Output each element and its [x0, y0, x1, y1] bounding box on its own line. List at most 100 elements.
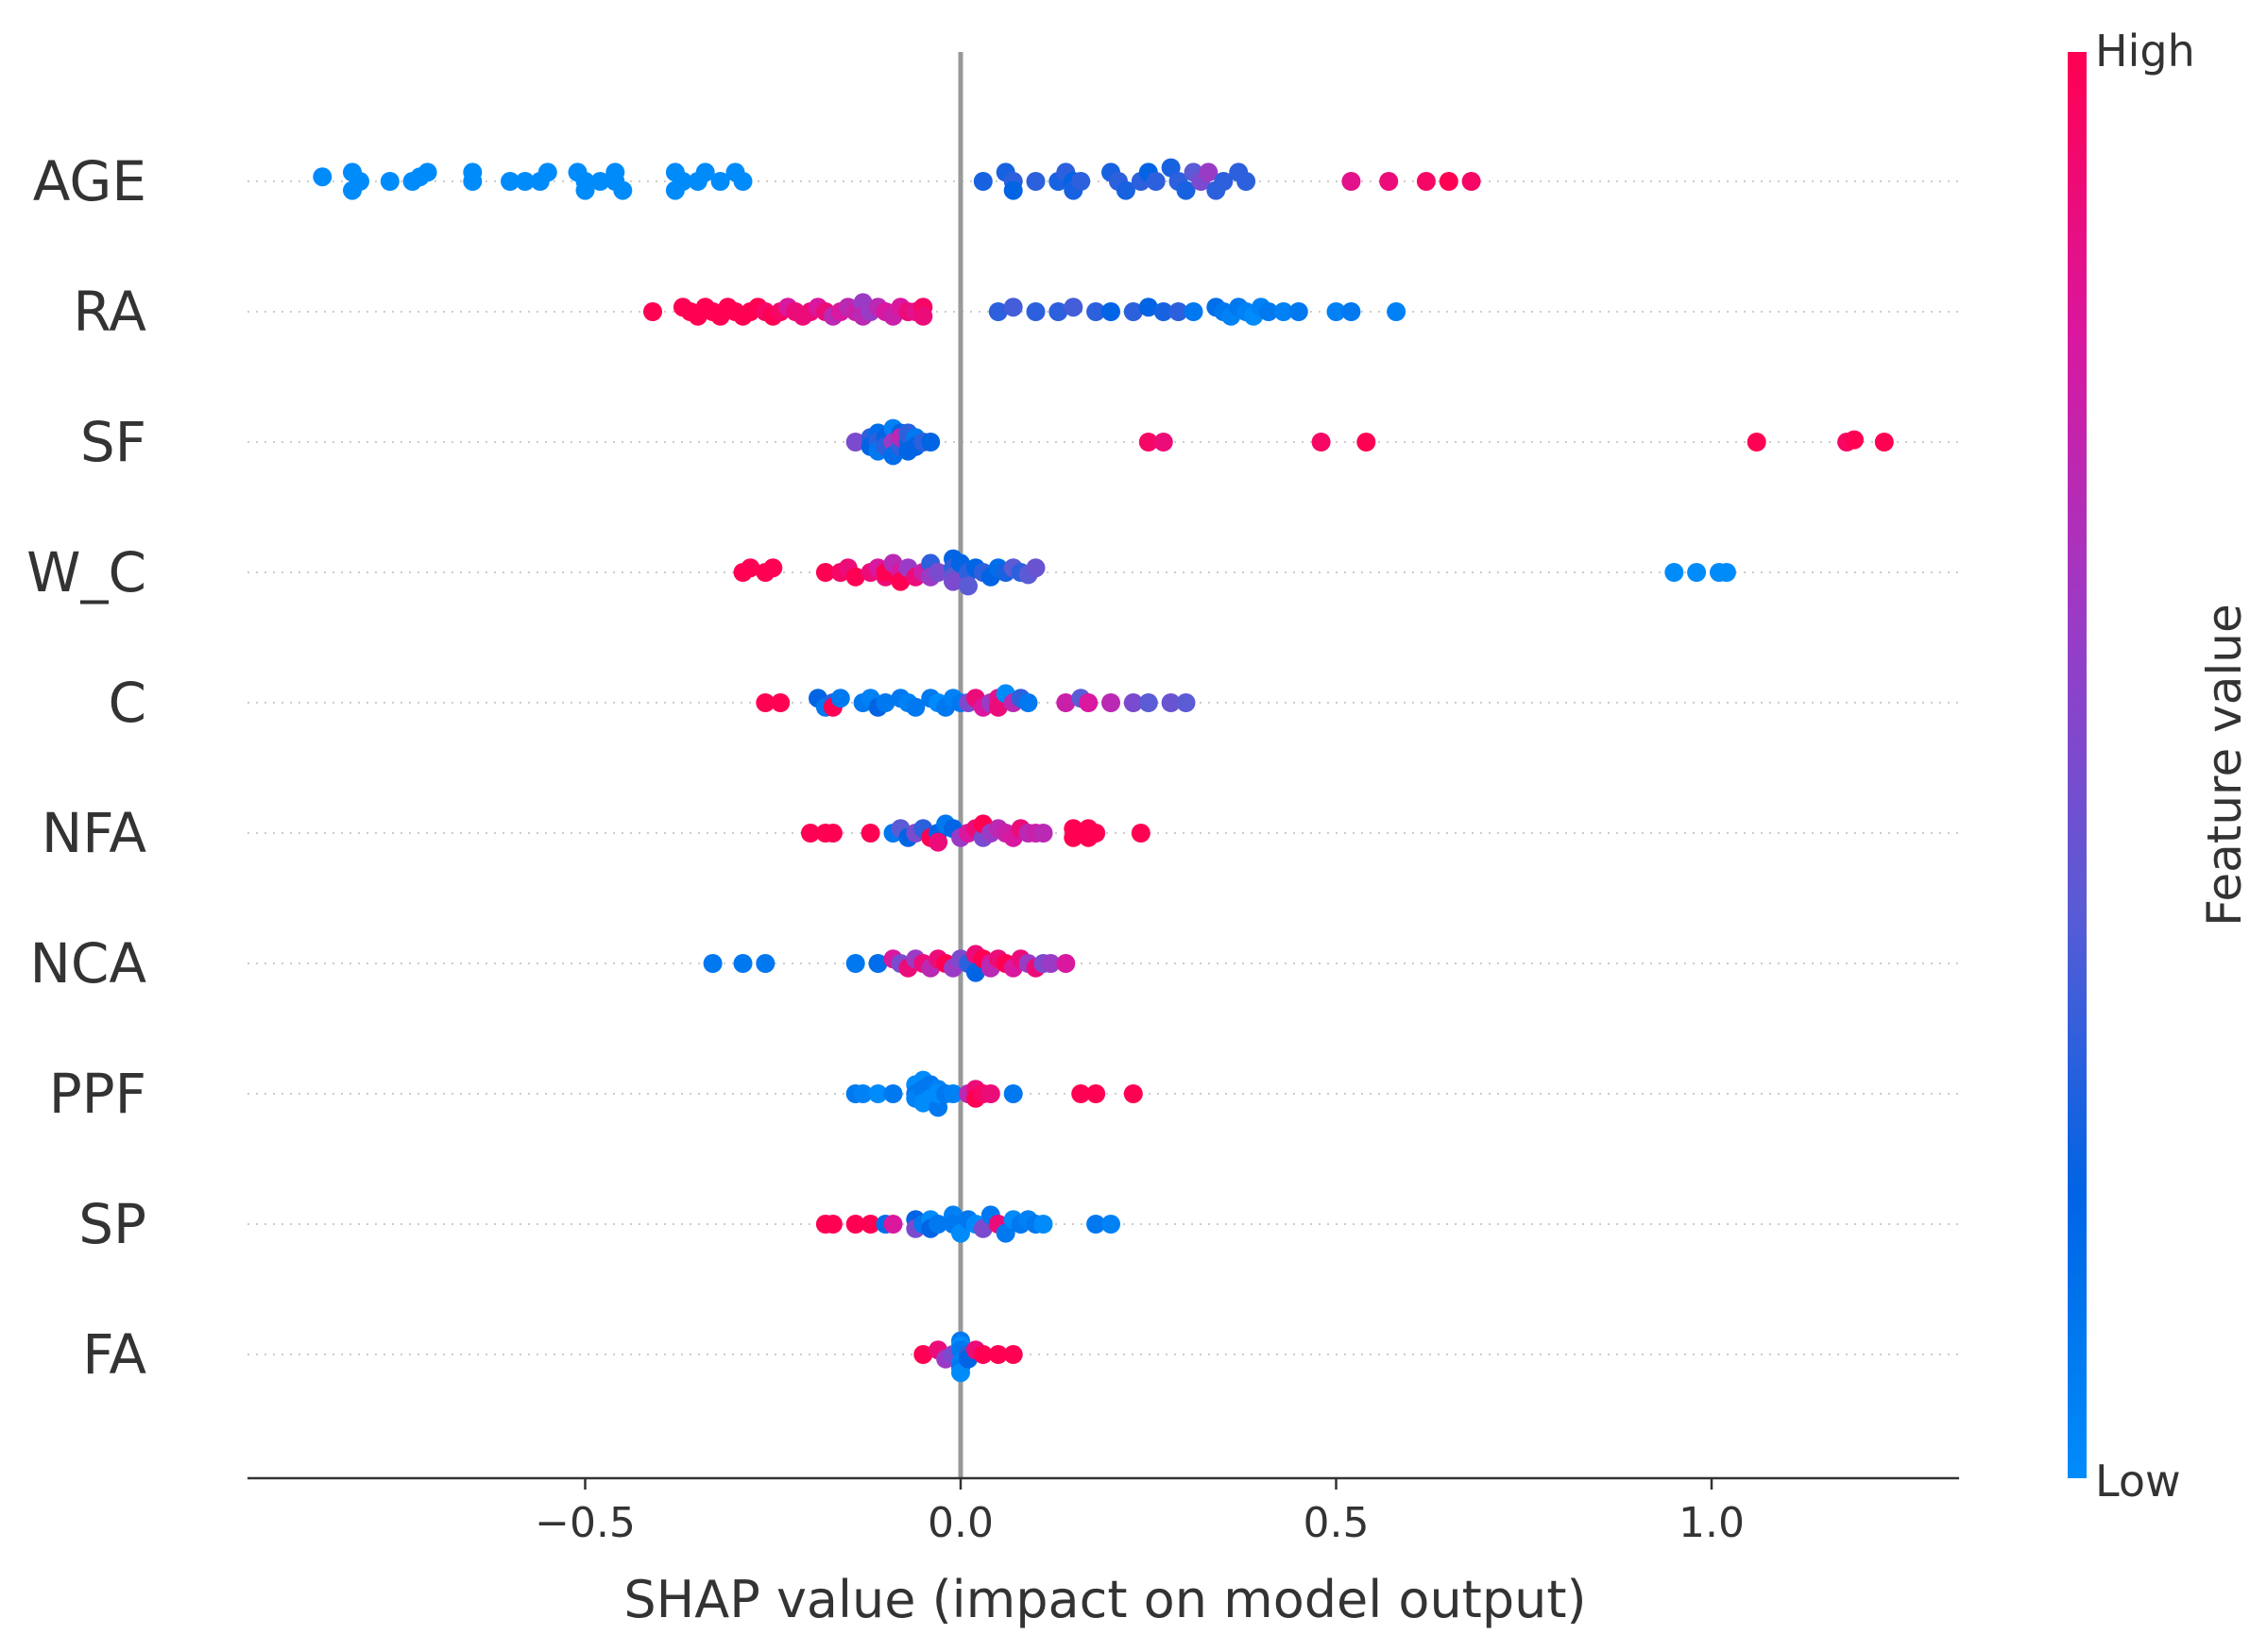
data-point [868, 1084, 888, 1103]
x-tick-label: 1.0 [1679, 1499, 1745, 1547]
data-point [906, 697, 926, 717]
data-point [1071, 172, 1091, 191]
data-point [1184, 302, 1203, 321]
data-point [1131, 824, 1151, 843]
data-point [868, 954, 888, 973]
data-point [929, 563, 948, 582]
data-point [1026, 302, 1046, 321]
data-point [944, 571, 963, 591]
data-point [1116, 180, 1135, 200]
data-point [973, 172, 993, 191]
colorbar-title: Feature value [2197, 604, 2252, 926]
data-point [1273, 302, 1293, 321]
data-point [944, 1084, 963, 1103]
data-point [1461, 172, 1481, 191]
data-point [695, 162, 715, 182]
data-points [313, 158, 1894, 1383]
data-point [1874, 433, 1894, 451]
data-point [883, 1215, 903, 1234]
data-point [1236, 172, 1256, 191]
data-point [1101, 1215, 1120, 1234]
data-point [959, 576, 978, 596]
data-point [1161, 693, 1181, 712]
feature-label: C [109, 671, 147, 735]
data-point [876, 693, 895, 712]
data-point [845, 1215, 865, 1234]
data-point [741, 558, 760, 578]
feature-label: NCA [29, 931, 146, 996]
data-point [1214, 172, 1234, 191]
data-point [913, 306, 933, 326]
data-point [380, 172, 400, 191]
colorbar-high-label: High [2095, 26, 2195, 77]
data-point [643, 302, 662, 321]
data-point [823, 1215, 843, 1234]
data-point [463, 172, 483, 191]
data-point [1747, 433, 1766, 451]
data-point [1101, 302, 1120, 321]
data-point [1056, 693, 1076, 712]
feature-label: FA [82, 1322, 146, 1387]
data-point [1138, 298, 1158, 317]
data-point [703, 954, 723, 973]
data-point [929, 832, 948, 852]
data-point [988, 302, 1008, 321]
data-point [537, 162, 557, 182]
data-point [801, 824, 820, 843]
data-point [763, 558, 783, 578]
data-point [1146, 172, 1166, 191]
data-point [1086, 824, 1106, 843]
data-point [1845, 430, 1864, 450]
data-point [929, 1215, 948, 1234]
data-point [613, 180, 633, 200]
data-point [1341, 172, 1361, 191]
data-point [1003, 180, 1023, 200]
data-point [313, 167, 332, 187]
data-point [771, 693, 791, 712]
data-point [733, 954, 753, 973]
data-point [1026, 172, 1046, 191]
data-point [1439, 172, 1458, 191]
data-point [1003, 1345, 1023, 1364]
data-point [1101, 693, 1120, 712]
data-point [733, 172, 753, 191]
data-point [1123, 693, 1143, 712]
colorbar-gradient [2068, 52, 2087, 1478]
data-point [1168, 302, 1188, 321]
colorbar-low-label: Low [2095, 1456, 2181, 1507]
data-point [1003, 298, 1023, 317]
data-point [861, 1215, 880, 1234]
data-point [815, 563, 835, 582]
feature-label: SP [78, 1192, 146, 1256]
data-point [756, 954, 776, 973]
row-guides [247, 180, 1959, 1355]
data-point [1416, 172, 1436, 191]
data-point [913, 1345, 933, 1364]
x-axis: −0.5 0.0 0.5 1.0 [247, 1476, 1959, 1547]
data-point [590, 172, 610, 191]
data-point [1071, 1084, 1091, 1103]
data-point [845, 433, 865, 451]
data-point [1199, 162, 1219, 182]
data-point [1716, 563, 1736, 582]
data-point [1176, 180, 1196, 200]
data-point [1153, 433, 1173, 451]
feature-label: PPF [49, 1062, 146, 1126]
data-point [1018, 693, 1038, 712]
data-point [575, 180, 595, 200]
data-point [1176, 693, 1196, 712]
data-point [1086, 1084, 1106, 1103]
data-point [1003, 1084, 1023, 1103]
data-point [980, 1084, 1000, 1103]
feature-label: RA [73, 280, 146, 344]
data-point [1259, 302, 1278, 321]
data-point [1026, 558, 1046, 578]
data-point [1288, 302, 1308, 321]
data-point [756, 693, 776, 712]
data-point [501, 172, 520, 191]
data-point [1379, 172, 1399, 191]
data-point [1064, 827, 1083, 847]
data-point [1326, 302, 1346, 321]
data-point [845, 567, 865, 587]
